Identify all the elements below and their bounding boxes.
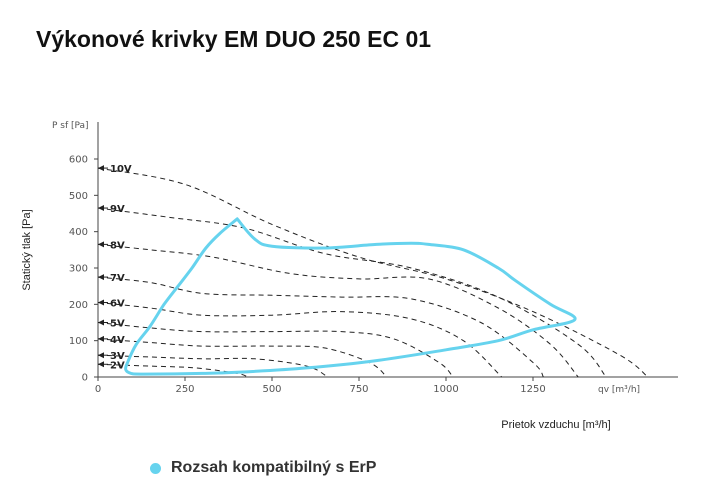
erp-range [124, 217, 577, 376]
curve-label-3V: 3V [110, 351, 125, 362]
y-axis-title: Statický tlak [Pa] [21, 209, 33, 290]
axis-labels: Statický tlak [Pa] Prietok vzduchu [m³/h] [21, 209, 611, 431]
y-axis-unit: P sf [Pa] [52, 121, 89, 131]
x-tick-label: 1250 [520, 384, 545, 395]
curve-label-7V: 7V [110, 273, 125, 284]
y-tick-label: 600 [69, 155, 88, 166]
y-tick-label: 300 [69, 264, 88, 275]
curve-label-9V: 9V [110, 204, 125, 215]
curve-label-8V: 8V [110, 240, 125, 251]
y-tick-label: 100 [69, 336, 88, 347]
curve-10V [97, 167, 649, 378]
curve-9V [97, 207, 607, 378]
curve-label-4V: 4V [110, 335, 125, 346]
x-tick-label: 250 [175, 384, 194, 395]
curve-label-5V: 5V [110, 319, 125, 330]
x-tick-label: 1000 [433, 384, 458, 395]
curve-label-10V: 10V [110, 164, 132, 175]
x-tick-label: 500 [262, 384, 281, 395]
curve-label-6V: 6V [110, 299, 125, 310]
y-tick-label: 400 [69, 227, 88, 238]
curve-5V [97, 322, 454, 378]
curve-label-2V: 2V [110, 360, 125, 371]
curve-6V [97, 302, 503, 378]
y-tick-label: 0 [82, 373, 88, 384]
axes: 0 100 200 300 400 500 600 0 250 500 750 1000 1250 P s… [52, 121, 678, 395]
curve-3V [97, 354, 328, 378]
y-tick-label: 200 [69, 300, 88, 311]
curve-7V [97, 276, 544, 378]
x-axis-unit: qv [m³/h] [598, 385, 640, 395]
x-tick-label: 0 [95, 384, 101, 395]
chart-title: Výkonové krivky EM DUO 250 EC 01 [36, 26, 432, 52]
legend-label: Rozsah kompatibilný s ErP [171, 459, 377, 476]
x-tick-label: 750 [349, 384, 368, 395]
legend: Rozsah kompatibilný s ErP [150, 459, 376, 477]
curve-2V [97, 363, 248, 378]
y-tick-label: 500 [69, 191, 88, 202]
x-axis-title: Prietok vzduchu [m³/h] [501, 419, 610, 431]
erp-range-outline [124, 217, 577, 376]
legend-marker [150, 462, 161, 474]
